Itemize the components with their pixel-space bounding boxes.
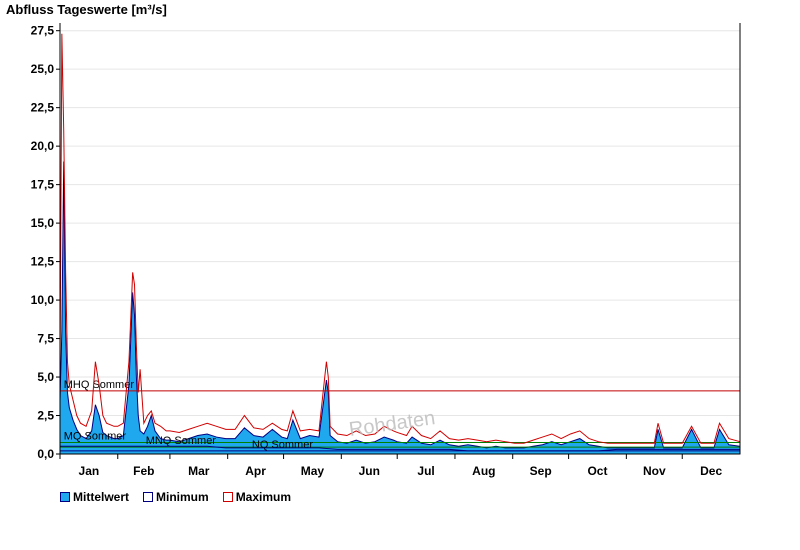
y-tick-label: 0,0 bbox=[37, 447, 54, 461]
series-mittelwert-area bbox=[59, 161, 741, 455]
reference-line-label: MQ Sommer bbox=[64, 430, 127, 442]
x-tick-label: Dec bbox=[700, 464, 722, 478]
x-tick-label: Nov bbox=[643, 464, 666, 478]
y-tick-label: 22,5 bbox=[31, 101, 55, 115]
series-minimum-line bbox=[60, 445, 740, 452]
legend-swatch-minimum bbox=[143, 492, 154, 502]
x-tick-label: May bbox=[301, 464, 325, 478]
plot-area bbox=[60, 23, 740, 454]
y-tick-label: 25,0 bbox=[31, 62, 55, 76]
legend: Mittelwert Minimum Maximum bbox=[60, 490, 291, 504]
x-tick-label: Sep bbox=[530, 464, 552, 478]
y-tick-label: 2,5 bbox=[37, 409, 54, 423]
x-tick-label: Jun bbox=[359, 464, 380, 478]
y-tick-label: 7,5 bbox=[37, 332, 54, 346]
y-tick-label: 17,5 bbox=[31, 178, 55, 192]
legend-swatch-mittelwert bbox=[60, 492, 70, 502]
x-tick-label: Jul bbox=[417, 464, 434, 478]
legend-label-mittelwert: Mittelwert bbox=[73, 490, 130, 504]
legend-item-maximum[interactable]: Maximum bbox=[222, 490, 292, 504]
x-tick-label: Jan bbox=[79, 464, 100, 478]
x-tick-label: Mar bbox=[188, 464, 210, 478]
y-tick-label: 12,5 bbox=[31, 255, 55, 269]
reference-line-label: MNQ Sommer bbox=[146, 435, 217, 447]
reference-line-label: NQ Sommer bbox=[252, 439, 313, 451]
y-tick-label: 20,0 bbox=[31, 139, 55, 153]
y-tick-label: 10,0 bbox=[31, 293, 55, 307]
x-tick-label: Oct bbox=[587, 464, 607, 478]
legend-label-maximum: Maximum bbox=[235, 490, 292, 504]
x-tick-label: Feb bbox=[133, 464, 154, 478]
y-tick-label: 15,0 bbox=[31, 216, 55, 230]
y-tick-label: 27,5 bbox=[31, 24, 55, 38]
y-tick-label: 5,0 bbox=[37, 370, 54, 384]
legend-item-minimum[interactable]: Minimum bbox=[143, 490, 209, 504]
x-tick-label: Apr bbox=[245, 464, 266, 478]
legend-item-mittelwert[interactable]: Mittelwert bbox=[60, 490, 129, 504]
legend-label-minimum: Minimum bbox=[156, 490, 209, 504]
legend-swatch-maximum bbox=[222, 492, 233, 502]
chart-title: Abfluss Tageswerte [m³/s] bbox=[6, 2, 167, 17]
x-tick-label: Aug bbox=[472, 464, 495, 478]
series-maximum-line bbox=[59, 33, 741, 444]
